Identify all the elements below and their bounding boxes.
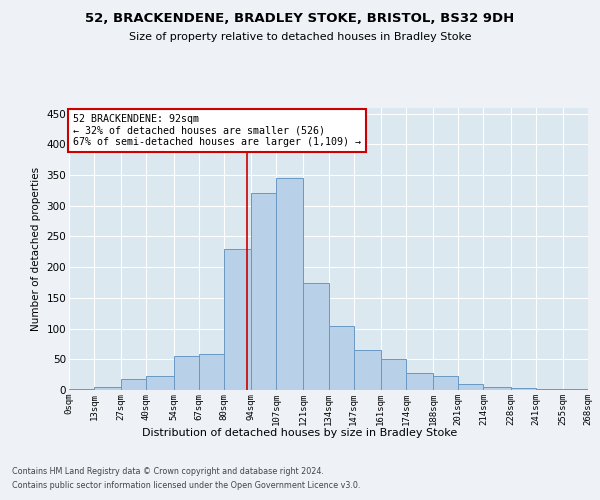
Bar [563,389,588,390]
Bar [251,194,276,390]
Bar [536,389,563,390]
Bar [406,373,433,390]
Bar [69,389,94,390]
Bar [173,356,199,390]
Bar [199,354,224,390]
Y-axis label: Number of detached properties: Number of detached properties [31,166,41,331]
Bar [121,379,146,390]
Text: 52, BRACKENDENE, BRADLEY STOKE, BRISTOL, BS32 9DH: 52, BRACKENDENE, BRADLEY STOKE, BRISTOL,… [85,12,515,26]
Text: Contains HM Land Registry data © Crown copyright and database right 2024.: Contains HM Land Registry data © Crown c… [12,468,324,476]
Bar [224,249,251,390]
Text: Distribution of detached houses by size in Bradley Stoke: Distribution of detached houses by size … [142,428,458,438]
Bar [511,388,536,390]
Text: 52 BRACKENDENE: 92sqm
← 32% of detached houses are smaller (526)
67% of semi-det: 52 BRACKENDENE: 92sqm ← 32% of detached … [73,114,361,147]
Bar [276,178,304,390]
Bar [381,360,406,390]
Bar [329,326,353,390]
Bar [94,387,121,390]
Bar [146,376,173,390]
Bar [458,384,484,390]
Bar [484,387,511,390]
Bar [433,376,458,390]
Text: Size of property relative to detached houses in Bradley Stoke: Size of property relative to detached ho… [129,32,471,42]
Text: Contains public sector information licensed under the Open Government Licence v3: Contains public sector information licen… [12,481,361,490]
Bar [353,350,381,390]
Bar [304,282,329,390]
